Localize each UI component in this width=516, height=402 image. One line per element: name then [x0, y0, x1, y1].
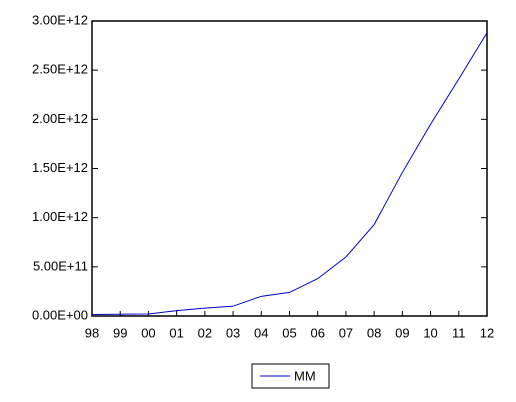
x-tick-label: 08	[367, 325, 381, 340]
x-tick-label: 05	[282, 325, 296, 340]
y-tick-label: 2.00E+12	[32, 111, 88, 126]
x-tick-label: 04	[254, 325, 268, 340]
series-line	[91, 32, 488, 316]
x-tick-label: 03	[226, 325, 240, 340]
y-tick-label: 1.50E+12	[32, 160, 88, 175]
plot-frame	[91, 20, 488, 317]
x-tick-label: 09	[395, 325, 409, 340]
x-tick-label: 98	[85, 325, 99, 340]
x-tick-label: 01	[169, 325, 183, 340]
x-tick-label: 06	[310, 325, 324, 340]
legend-label: MM	[294, 368, 316, 383]
y-tick-label: 1.00E+12	[32, 209, 88, 224]
x-tick-label: 07	[339, 325, 353, 340]
x-tick-label: 10	[423, 325, 437, 340]
y-tick-label: 0.00E+00	[32, 307, 88, 322]
y-tick-label: 5.00E+11	[33, 258, 88, 273]
y-tick-label: 2.50E+12	[32, 62, 88, 77]
x-tick-label: 02	[198, 325, 212, 340]
y-tick-label: 3.00E+12	[32, 12, 88, 27]
x-tick-label: 12	[480, 325, 494, 340]
x-tick-label: 00	[141, 325, 155, 340]
x-tick-label: 99	[113, 325, 127, 340]
x-tick-label: 11	[452, 325, 466, 340]
